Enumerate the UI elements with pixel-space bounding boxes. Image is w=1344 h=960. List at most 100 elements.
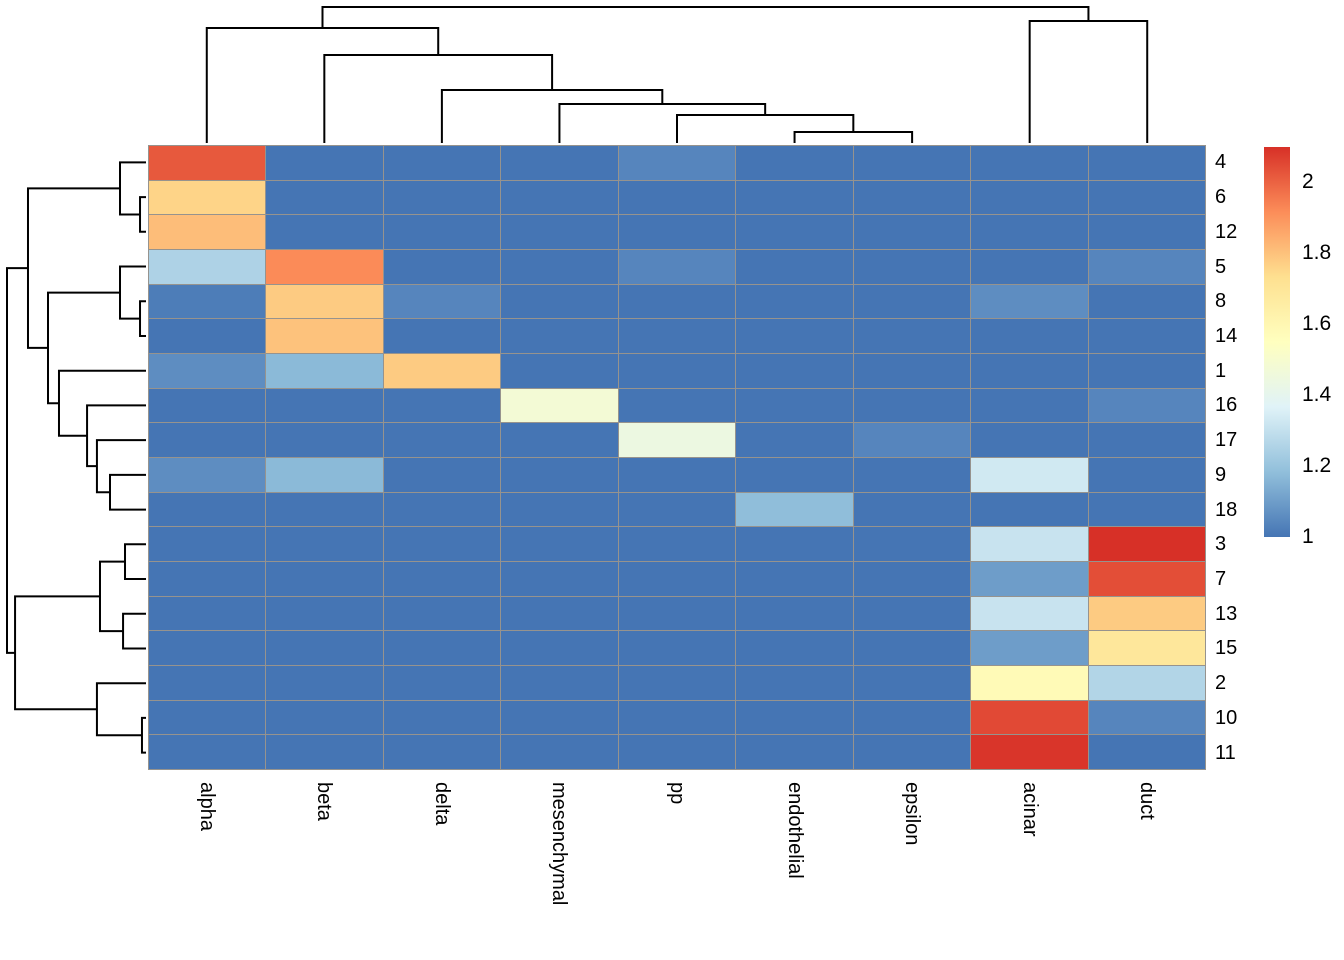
heatmap-cell-17-endothelial [736, 423, 853, 457]
heatmap-cell-15-endothelial [736, 631, 853, 665]
heatmap-cell-18-duct [1088, 492, 1205, 527]
heatmap-cell-15-delta [383, 631, 501, 665]
heatmap-cell-5-duct [1088, 250, 1205, 284]
column-label-mesenchymal: mesenchymal [548, 782, 571, 906]
column-label-delta: delta [430, 782, 453, 826]
heatmap-cell-11-endothelial [736, 735, 853, 769]
dendrogram-branch [119, 265, 146, 320]
heatmap-cell-12-beta [266, 215, 383, 249]
heatmap-cell-6-acinar [971, 180, 1088, 215]
heatmap-cell-13-beta [266, 596, 383, 631]
heatmap-cell-11-beta [266, 735, 383, 769]
heatmap-cell-5-epsilon [853, 250, 971, 284]
heatmap-cell-15-mesenchymal [501, 631, 618, 665]
heatmap-cell-17-duct [1088, 423, 1205, 457]
heatmap-cell-8-epsilon [853, 284, 971, 319]
heatmap-cell-8-pp [618, 284, 736, 319]
heatmap-cell-3-endothelial [736, 527, 853, 561]
heatmap-cell-9-acinar [971, 458, 1088, 492]
heatmap-cell-7-duct [1088, 562, 1205, 596]
heatmap-cell-5-delta [383, 250, 501, 284]
heatmap-cell-16-duct [1088, 388, 1205, 423]
heatmap-cell-4-endothelial [736, 146, 853, 180]
heatmap-cell-2-delta [383, 666, 501, 700]
heatmap-cell-8-alpha [149, 284, 266, 319]
heatmap-cell-15-acinar [971, 631, 1088, 665]
heatmap-cell-13-alpha [149, 596, 266, 631]
dendrogram-branch [1028, 20, 1149, 143]
heatmap-cell-2-beta [266, 666, 383, 700]
heatmap-cell-12-duct [1088, 215, 1205, 249]
heatmap-cell-16-alpha [149, 388, 266, 423]
heatmap-cell-10-mesenchymal [501, 700, 618, 735]
colorbar [1264, 147, 1290, 537]
heatmap-cell-9-mesenchymal [501, 458, 618, 492]
heatmap-cell-12-epsilon [853, 215, 971, 249]
heatmap-cell-18-acinar [971, 492, 1088, 527]
heatmap-cell-9-epsilon [853, 458, 971, 492]
row-label-11: 11 [1215, 741, 1236, 764]
dendrogram-branch [124, 543, 146, 581]
heatmap-cell-11-pp [618, 735, 736, 769]
dendrogram-branch [122, 612, 146, 650]
legend-tick-1.6: 1.6 [1302, 312, 1332, 336]
column-label-acinar: acinar [1018, 782, 1041, 837]
legend-tick-1: 1 [1302, 525, 1314, 548]
heatmap-cell-9-alpha [149, 458, 266, 492]
heatmap-cell-9-pp [618, 458, 736, 492]
heatmap-cell-6-alpha [149, 180, 266, 215]
heatmap-cell-6-endothelial [736, 180, 853, 215]
dendrogram-branch [205, 26, 440, 143]
heatmap-cell-13-endothelial [736, 596, 853, 631]
heatmap-cell-17-delta [383, 423, 501, 457]
heatmap-cell-10-epsilon [853, 700, 971, 735]
heatmap-cell-10-beta [266, 700, 383, 735]
row-label-6: 6 [1215, 186, 1227, 209]
heatmap-cell-17-pp [618, 423, 736, 457]
heatmap-cell-4-mesenchymal [501, 146, 618, 180]
heatmap-cell-11-mesenchymal [501, 735, 618, 769]
heatmap-cell-9-endothelial [736, 458, 853, 492]
heatmap-cell-16-beta [266, 388, 383, 423]
heatmap-cell-2-epsilon [853, 666, 971, 700]
heatmap-cell-4-duct [1088, 146, 1205, 180]
heatmap-cell-2-alpha [149, 666, 266, 700]
heatmap-cell-7-alpha [149, 562, 266, 596]
heatmap-cell-6-mesenchymal [501, 180, 618, 215]
heatmap-cell-9-beta [266, 458, 383, 492]
heatmap-cell-2-mesenchymal [501, 666, 618, 700]
legend-tick-2: 2 [1302, 170, 1314, 194]
row-label-15: 15 [1215, 637, 1238, 660]
heatmap-cell-8-mesenchymal [501, 284, 618, 319]
heatmap-cell-7-endothelial [736, 562, 853, 596]
legend-tick-1.8: 1.8 [1302, 241, 1332, 265]
dendrogram-branch [321, 6, 1090, 28]
heatmap-cell-18-delta [383, 492, 501, 527]
heatmap-cell-14-pp [618, 319, 736, 353]
column-label-pp: pp [666, 782, 688, 805]
heatmap-cell-4-beta [266, 146, 383, 180]
dendrogram-branch [98, 560, 126, 633]
row-dendrogram [6, 161, 146, 754]
row-label-10: 10 [1215, 706, 1238, 729]
row-label-17: 17 [1215, 429, 1238, 452]
dendrogram-branch [26, 187, 121, 349]
heatmap-cell-18-beta [266, 492, 383, 527]
heatmap-cell-8-beta [266, 284, 383, 319]
row-label-5: 5 [1215, 255, 1227, 278]
heatmap-cell-10-acinar [971, 700, 1088, 735]
heatmap-cell-1-duct [1088, 354, 1205, 388]
heatmap-cell-3-alpha [149, 527, 266, 561]
heatmap-cell-12-delta [383, 215, 501, 249]
heatmap-cell-18-epsilon [853, 492, 971, 527]
heatmap-cell-6-pp [618, 180, 736, 215]
heatmap-cell-1-epsilon [853, 354, 971, 388]
heatmap-cell-10-endothelial [736, 700, 853, 735]
heatmap-cell-12-mesenchymal [501, 215, 618, 249]
heatmap-cell-3-acinar [971, 527, 1088, 561]
heatmap-cell-7-mesenchymal [501, 562, 618, 596]
heatmap-cell-2-duct [1088, 666, 1205, 700]
heatmap-cell-7-acinar [971, 562, 1088, 596]
dendrogram-branch [139, 300, 146, 337]
